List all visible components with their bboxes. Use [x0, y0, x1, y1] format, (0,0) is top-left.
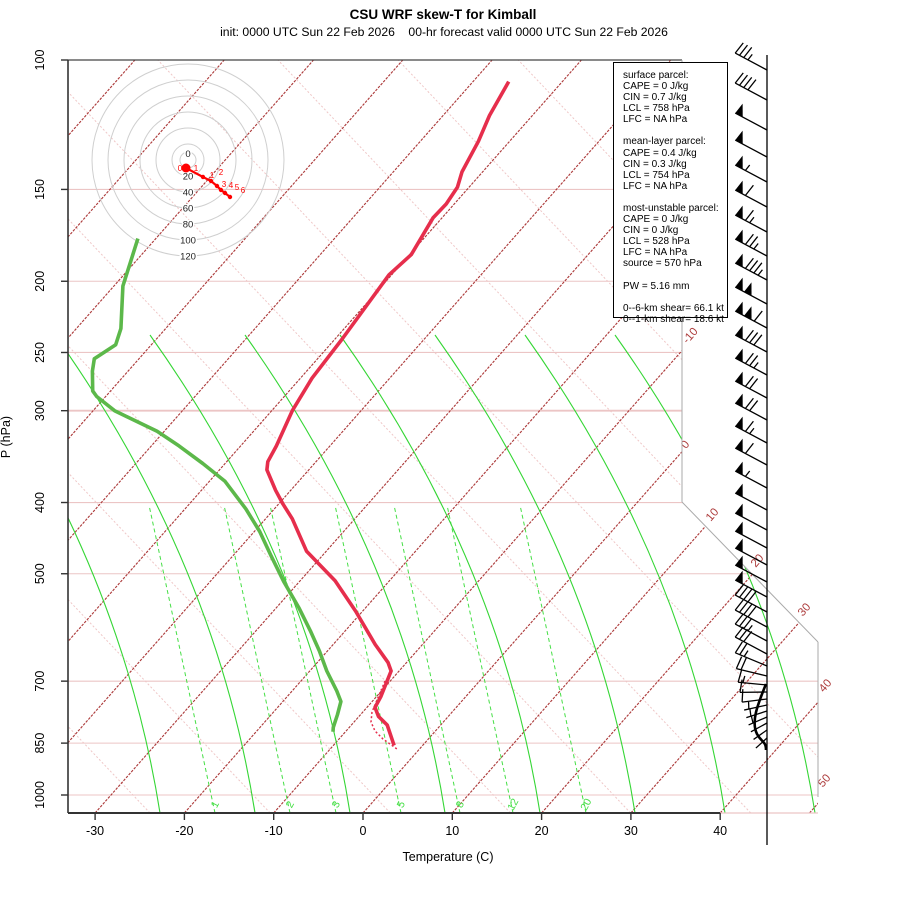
svg-text:0: 0	[185, 149, 190, 160]
svg-text:4: 4	[229, 181, 234, 190]
svg-text:6: 6	[241, 186, 246, 195]
info-line: LFC = NA hPa	[623, 247, 688, 259]
info-line: CIN = 0 J/kg	[623, 225, 679, 237]
info-line: CAPE = 0 J/kg	[623, 81, 689, 93]
svg-text:20: 20	[535, 824, 549, 838]
background-grid	[68, 60, 818, 813]
svg-text:-10: -10	[681, 326, 701, 346]
info-line: mean-layer parcel:	[623, 136, 706, 148]
svg-text:40: 40	[817, 677, 834, 695]
x-axis-label: Temperature (C)	[402, 850, 494, 864]
info-line: 0--1-km shear= 18.6 kt	[623, 313, 724, 325]
info-line: most-unstable parcel:	[623, 202, 719, 214]
svg-text:0: 0	[679, 439, 692, 452]
parcel-info-box: surface parcel: CAPE = 0 J/kg CIN = 0.7 J/…	[613, 62, 728, 325]
info-line: source = 570 hPa	[623, 258, 702, 270]
wind-barbs	[734, 42, 768, 845]
svg-text:10: 10	[445, 824, 459, 838]
svg-text:0: 0	[360, 824, 367, 838]
parcel-trace	[370, 680, 398, 750]
info-line: LFC = NA hPa	[623, 114, 688, 126]
dewpoint-trace	[90, 238, 343, 732]
svg-text:5: 5	[395, 799, 408, 810]
isotherm-labels: -10 0 10 20 30 40 50	[679, 326, 834, 790]
svg-text:2: 2	[284, 799, 297, 810]
page-subtitle: init: 0000 UTC Sun 22 Feb 2026 00-hr for…	[220, 25, 668, 39]
svg-text:-30: -30	[86, 824, 104, 838]
svg-text:100: 100	[180, 236, 196, 247]
info-line: LCL = 528 hPa	[623, 236, 690, 248]
svg-text:100: 100	[33, 50, 47, 71]
info-line: CIN = 0.3 J/kg	[623, 158, 687, 170]
svg-text:40: 40	[713, 824, 727, 838]
info-line: LCL = 758 hPa	[623, 103, 690, 115]
svg-text:-10: -10	[265, 824, 283, 838]
svg-text:250: 250	[33, 342, 47, 363]
info-line: surface parcel:	[623, 70, 689, 81]
svg-text:1: 1	[209, 799, 222, 810]
info-line: CAPE = 0.4 J/kg	[623, 147, 697, 159]
temperature-trace	[265, 80, 511, 746]
svg-text:1000: 1000	[33, 781, 47, 809]
svg-text:3: 3	[330, 799, 343, 810]
svg-text:0: 0	[178, 164, 183, 173]
info-line: LFC = NA hPa	[623, 180, 688, 192]
svg-text:20: 20	[183, 172, 194, 183]
svg-text:40: 40	[183, 188, 194, 199]
svg-text:500: 500	[33, 563, 47, 584]
page-title: CSU WRF skew-T for Kimball	[349, 7, 537, 22]
svg-text:30: 30	[796, 601, 813, 619]
svg-text:200: 200	[33, 271, 47, 292]
sounding-traces	[90, 80, 511, 750]
svg-text:-20: -20	[175, 824, 193, 838]
svg-text:20: 20	[578, 796, 594, 812]
svg-text:120: 120	[180, 252, 196, 263]
svg-text:3: 3	[222, 180, 227, 189]
svg-text:300: 300	[33, 400, 47, 421]
svg-text:1: 1	[194, 164, 199, 173]
info-gap	[623, 192, 727, 203]
svg-text:850: 850	[33, 733, 47, 754]
svg-text:80: 80	[183, 220, 194, 231]
info-line: 0--6-km shear= 66.1 kt	[623, 302, 724, 314]
info-line: CIN = 0.7 J/kg	[623, 92, 687, 104]
svg-text:10: 10	[704, 506, 721, 524]
info-line: CAPE = 0 J/kg	[623, 214, 689, 226]
mixing-ratio-labels: 1 2 3 5 8 12 20	[209, 796, 595, 812]
svg-text:1: 1	[210, 171, 215, 180]
svg-text:20: 20	[749, 552, 766, 570]
svg-text:2: 2	[219, 168, 224, 177]
svg-text:30: 30	[624, 824, 638, 838]
svg-text:8: 8	[454, 799, 467, 810]
svg-text:150: 150	[33, 179, 47, 200]
svg-text:60: 60	[183, 204, 194, 215]
info-line: LCL = 754 hPa	[623, 169, 690, 181]
barb-cluster-tail	[753, 683, 768, 751]
svg-text:400: 400	[33, 492, 47, 513]
svg-text:5: 5	[235, 183, 240, 192]
info-gap	[623, 292, 727, 303]
svg-text:50: 50	[816, 772, 833, 790]
svg-text:12: 12	[505, 796, 521, 812]
info-gap	[623, 270, 727, 281]
svg-text:700: 700	[33, 671, 47, 692]
info-gap	[623, 125, 727, 136]
info-line: PW = 5.16 mm	[623, 280, 690, 292]
